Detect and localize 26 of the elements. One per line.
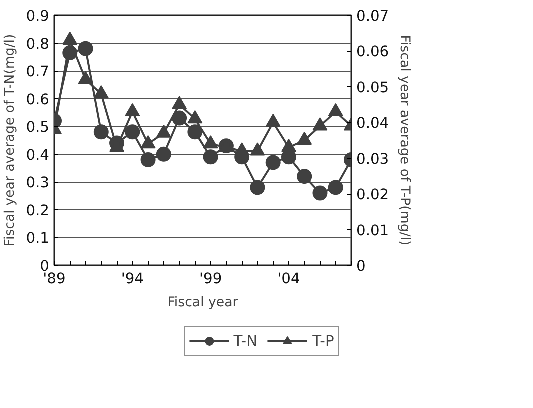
y-tick-label: 0.4 [26,146,50,164]
x-tick-label: '04 [278,270,300,288]
y2-tick-label: 0.05 [356,79,390,96]
y2-tick-label: 0.03 [356,150,390,168]
y-tick-label: 0.6 [26,91,50,108]
x-tick-label: '94 [121,270,144,288]
y-tick-label: 0.2 [26,202,50,220]
y2-tick-label: 0.06 [356,44,390,61]
y-tick-label: 0.3 [26,174,50,192]
x-axis-title: Fiscal year [168,296,239,310]
x-tick-label: '99 [199,270,222,288]
y2-axis-title: Fiscal year average of T-P(mg/l) [397,35,412,246]
y2-tick-label: 0.02 [356,186,390,204]
y2-tick-label: 0 [356,258,366,275]
y2-tick-label: 0.01 [356,222,390,240]
legend-label: T-P [312,332,334,350]
y-tick-label: 0.7 [26,64,50,81]
y-tick-label: 0.9 [26,8,50,25]
x-tick-label: '89 [43,270,66,288]
y-tick-label: 0.8 [26,36,50,53]
y2-tick-label: 0.04 [356,115,390,132]
y-tick-label: 0.5 [26,119,50,136]
y2-tick-label: 0.07 [356,8,390,25]
legend-label: T-N [234,332,258,350]
y-tick-label: 0.1 [26,230,50,248]
y-axis-title: Fiscal year average of T-N(mg/l) [3,34,18,247]
